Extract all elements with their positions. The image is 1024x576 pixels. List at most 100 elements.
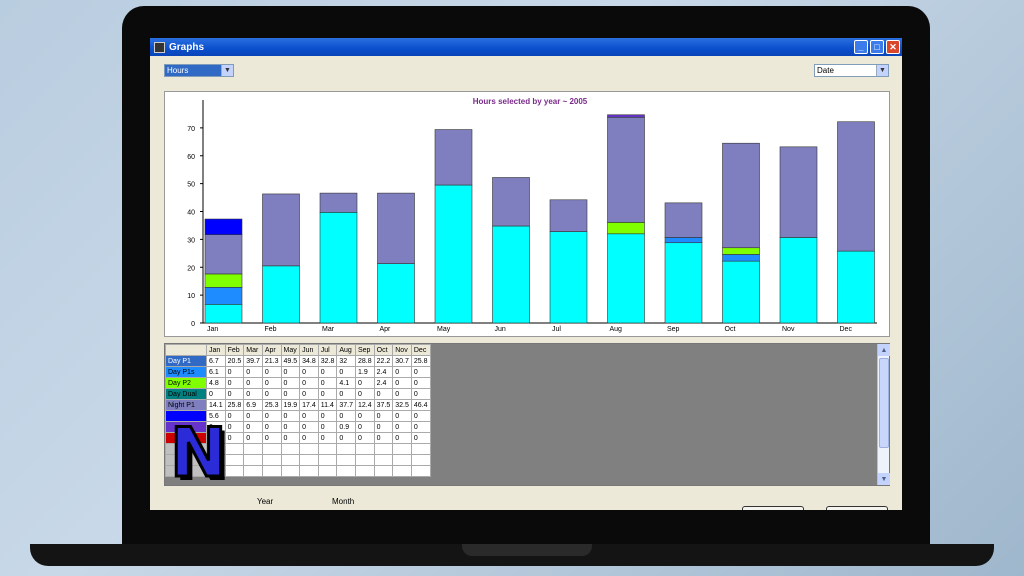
bar-segment [549, 199, 588, 232]
table-cell: 25.8 [410, 355, 431, 367]
table-row[interactable] [165, 454, 431, 466]
table-row[interactable]: Day P1s 6.1 0 0 0 0 0 0 0 1.9 2.4 0 0 [165, 366, 431, 378]
table-cell: 25.8 [224, 399, 245, 411]
table-cell: 0 [410, 377, 431, 389]
table-cell: 0 [410, 366, 431, 378]
table-cell: 0 [224, 410, 245, 422]
bar-segment [722, 247, 760, 255]
table-cell [261, 465, 282, 477]
x-tick-label: Jan [207, 326, 218, 333]
table-cell: 0 [261, 388, 282, 400]
table-cell: 0 [355, 432, 375, 444]
table-cell: 0 [392, 421, 412, 433]
table-cell: 0 [280, 377, 301, 389]
table-cell [224, 465, 245, 477]
table-cell [336, 465, 356, 477]
column-header: Sep [355, 344, 375, 356]
column-header: Nov [392, 344, 412, 356]
row-label: Day P1 [165, 355, 207, 367]
table-cell: 0 [280, 410, 301, 422]
table-cell [410, 443, 431, 455]
scroll-down-icon[interactable]: ▼ [878, 473, 890, 485]
bar-segment [492, 177, 530, 227]
x-axis-select[interactable]: Date ▼ [814, 64, 889, 77]
footer-button-right[interactable] [826, 506, 888, 510]
bar-segment [204, 287, 243, 305]
bar-segment [607, 116, 645, 223]
table-cell: 0 [224, 421, 245, 433]
maximize-button[interactable]: □ [870, 40, 884, 54]
table-cell [355, 465, 375, 477]
table-cell [373, 443, 394, 455]
month-label: Month [332, 497, 355, 506]
table-cell: 0 [280, 388, 301, 400]
table-cell: 32.5 [392, 399, 412, 411]
table-cell: 0 [373, 421, 394, 433]
bar-segment [549, 231, 588, 324]
metric-select[interactable]: Hours ▼ [164, 64, 234, 77]
table-cell [317, 443, 338, 455]
column-header: Jan [206, 344, 226, 356]
table-cell: 0 [280, 421, 301, 433]
x-axis-select-value: Date [817, 66, 834, 75]
table-cell: 0 [392, 432, 412, 444]
table-cell: 6.9 [243, 399, 263, 411]
bar-segment [722, 260, 760, 324]
row-label: Day P1s [165, 366, 207, 378]
column-header: May [280, 344, 301, 356]
table-cell: 39.7 [243, 355, 263, 367]
table-cell: 0.9 [336, 421, 356, 433]
stacked-bar-chart: 0 10 20 30 40 50 60 70 Hours selected by year ~ … [187, 97, 877, 333]
table-row[interactable]: Day P1 6.7 20.5 39.7 21.3 49.5 34.8 32.8 32 28.8 2… [165, 355, 431, 367]
x-tick-label: Sep [667, 326, 680, 333]
table-cell: 0 [299, 388, 319, 400]
table-cell: 34.8 [299, 355, 319, 367]
footer-button-left[interactable] [742, 506, 804, 510]
table-cell [243, 454, 263, 466]
y-tick-label: 60 [187, 154, 195, 161]
table-cell: 0 [355, 410, 375, 422]
table-cell: 0 [392, 410, 412, 422]
table-cell: 0 [317, 432, 338, 444]
scroll-thumb[interactable] [879, 358, 889, 448]
close-button[interactable]: ✕ [886, 40, 900, 54]
x-tick-label: Nov [782, 326, 795, 333]
table-cell: 28.8 [355, 355, 375, 367]
table-cell [299, 454, 319, 466]
table-cell: 6.7 [206, 355, 226, 367]
bar-segment [434, 184, 473, 324]
table-cell: 0 [410, 410, 431, 422]
minimize-button[interactable]: _ [854, 40, 868, 54]
table-row[interactable]: Day Dual 0 0 0 0 0 0 0 0 0 0 0 0 [165, 388, 431, 400]
table-corner-cell [165, 344, 207, 356]
table-cell: 0 [355, 388, 375, 400]
table-row[interactable]: 5.6 0 0 0 0 0 0 0 0 0 0 0 [165, 410, 431, 422]
table-cell: 0 [261, 366, 282, 378]
y-tick-label: 10 [187, 293, 195, 300]
table-cell: 0 [261, 377, 282, 389]
table-cell [317, 454, 338, 466]
table-cell [392, 465, 412, 477]
y-tick-label: 50 [187, 182, 195, 189]
table-cell: 21.3 [261, 355, 282, 367]
table-row[interactable] [165, 465, 431, 477]
table-row[interactable]: Night P1 14.1 25.8 6.9 25.3 19.9 17.4 11.4 37.7 1… [165, 399, 431, 411]
table-cell: 2.4 [373, 377, 394, 389]
window-title: Graphs [169, 41, 205, 53]
table-cell [280, 465, 301, 477]
table-row[interactable] [165, 443, 431, 455]
x-tick-label: Jul [552, 326, 561, 333]
table-cell: 30.7 [392, 355, 412, 367]
x-tick-label: May [437, 326, 451, 333]
table-cell [373, 454, 394, 466]
table-cell: 0 [355, 421, 375, 433]
x-tick-label: Aug [610, 326, 623, 333]
table-row[interactable]: Day P2 4.8 0 0 0 0 0 0 4.1 0 2.4 0 0 [165, 377, 431, 389]
table-cell [224, 454, 245, 466]
metric-select-value: Hours [165, 65, 221, 76]
table-cell: 0 [392, 377, 412, 389]
table-cell: 0 [243, 421, 263, 433]
scroll-up-icon[interactable]: ▲ [878, 344, 890, 356]
vertical-scrollbar[interactable]: ▲ ▼ [877, 344, 890, 485]
